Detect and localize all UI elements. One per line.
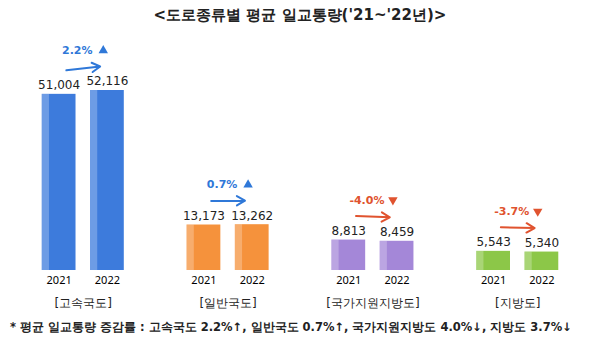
- svg-text:[국가지원지방도]: [국가지원지방도]: [326, 296, 419, 310]
- svg-text:13,262: 13,262: [231, 209, 273, 223]
- svg-text:[지방도]: [지방도]: [495, 296, 540, 310]
- html-text:<도로종류별 평균 일교통량('21~'22년)>: <도로종류별 평균 일교통량('21~'22년)>: [153, 6, 447, 24]
- svg-text:2022: 2022: [95, 272, 120, 287]
- svg-text:2021: 2021: [191, 272, 216, 287]
- svg-text:[일반국도]: [일반국도]: [199, 296, 256, 310]
- svg-text:52,116: 52,116: [86, 74, 128, 88]
- svg-text:13,173: 13,173: [183, 209, 225, 223]
- svg-text:5,543: 5,543: [476, 235, 510, 249]
- svg-text:5,340: 5,340: [525, 236, 559, 250]
- svg-text:2021: 2021: [336, 272, 361, 287]
- svg-text:2022: 2022: [529, 272, 554, 287]
- svg-text:-3.7%: -3.7%: [494, 205, 529, 218]
- svg-text:8,813: 8,813: [332, 224, 366, 238]
- svg-text:2.2%: 2.2%: [62, 44, 93, 57]
- svg-text:0.7%: 0.7%: [207, 178, 238, 191]
- svg-text:2022: 2022: [384, 272, 409, 287]
- svg-text:[고속국도]: [고속국도]: [55, 296, 112, 310]
- html-text:* 평균 일교통량 증감률 : 고속국도 2.2%↑, 일반: * 평균 일교통량 증감률 : 고속국도 2.2%↑, 일반국도 0.7%↑, …: [10, 320, 572, 334]
- svg-text:51,004: 51,004: [38, 78, 80, 92]
- svg-text:2022: 2022: [240, 272, 265, 287]
- svg-text:8,459: 8,459: [380, 225, 414, 239]
- svg-text:2021: 2021: [481, 272, 506, 287]
- svg-text:-4.0%: -4.0%: [349, 194, 384, 207]
- svg-text:2021: 2021: [47, 272, 72, 287]
